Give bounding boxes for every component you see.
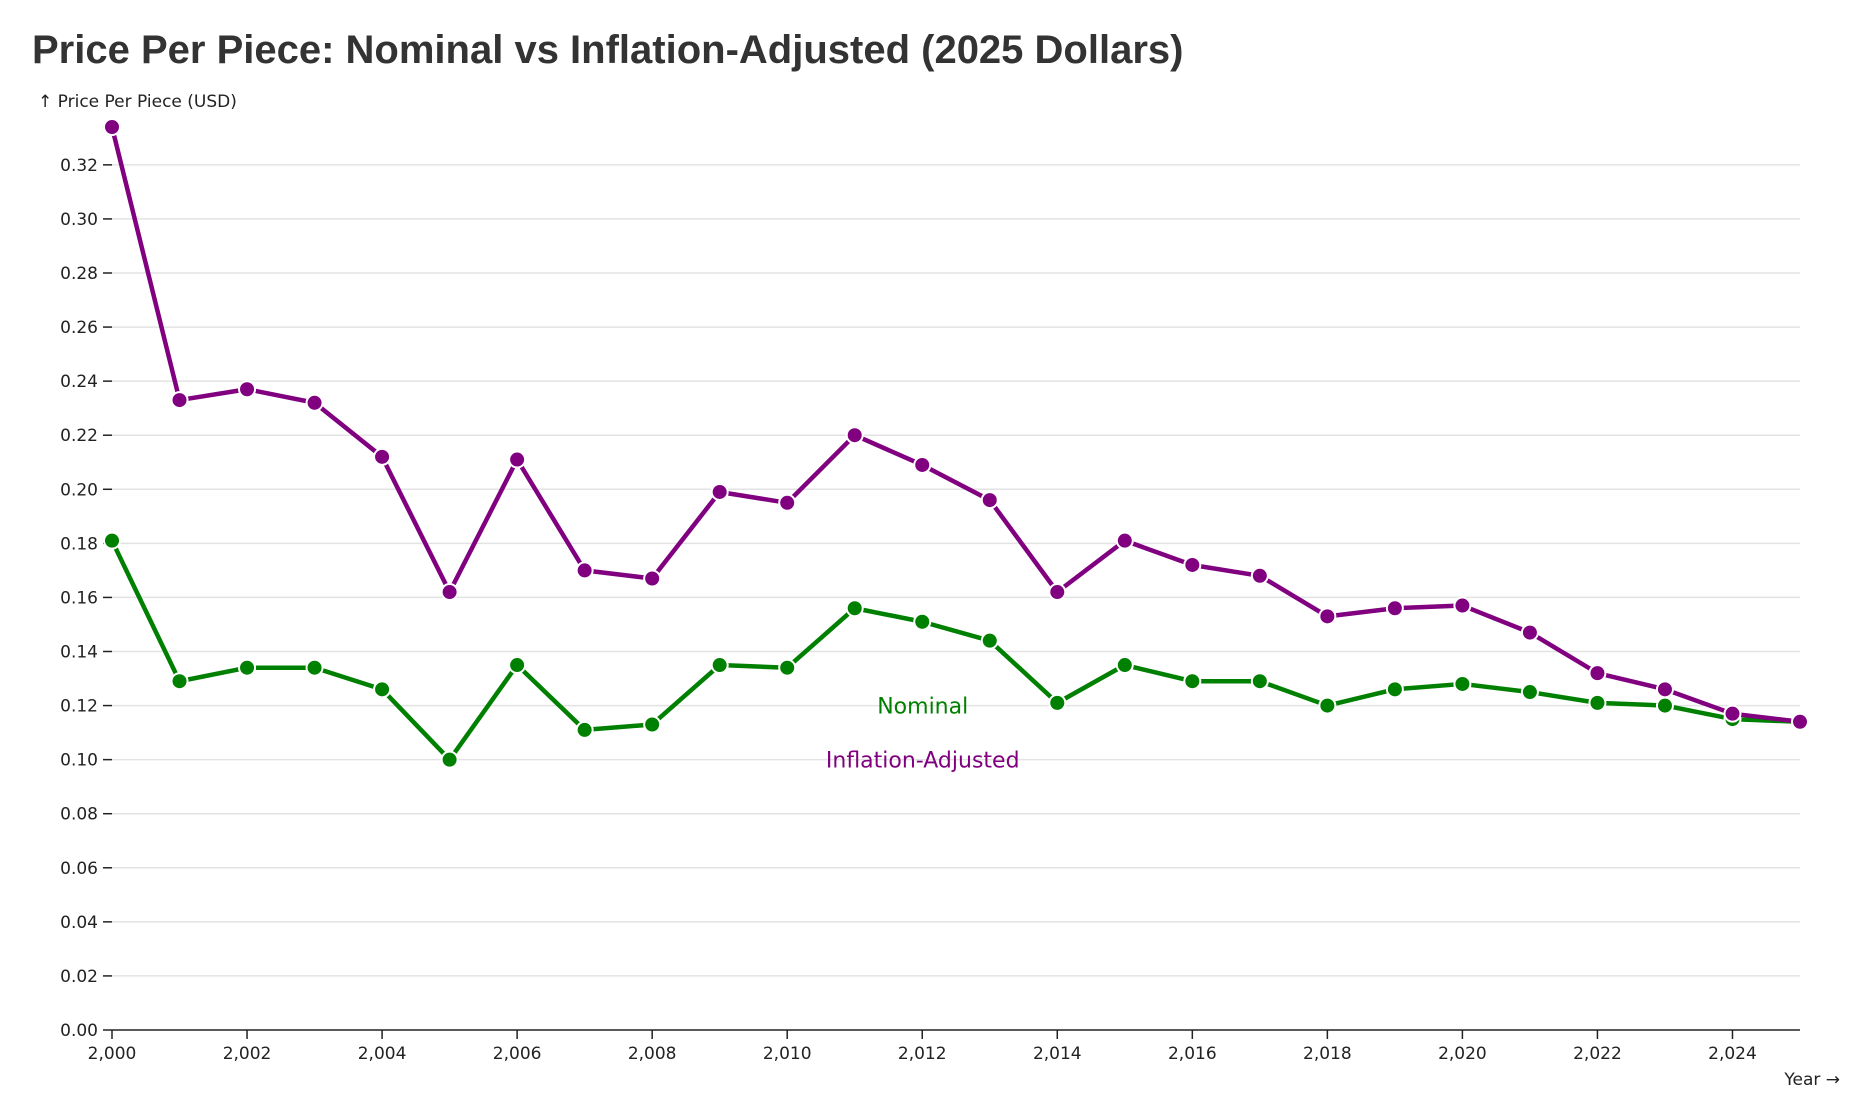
data-point-inflation-adjusted xyxy=(845,426,864,445)
series-line-inflation-adjusted xyxy=(109,124,1803,725)
data-point-nominal xyxy=(845,599,864,618)
grid-lines xyxy=(112,164,1800,977)
y-tick-label: 0.28 xyxy=(60,264,98,284)
y-tick-label: 0.26 xyxy=(60,318,98,338)
y-axis-label: ↑ Price Per Piece (USD) xyxy=(38,92,237,112)
y-tick-label: 0.06 xyxy=(60,859,98,879)
data-point-nominal xyxy=(440,750,459,769)
data-point-inflation-adjusted xyxy=(710,482,729,501)
data-point-nominal xyxy=(980,631,999,650)
data-point-inflation-adjusted xyxy=(1588,664,1607,683)
data-point-nominal xyxy=(913,612,932,631)
x-tick-label: 2,022 xyxy=(1573,1044,1622,1064)
data-point-inflation-adjusted xyxy=(913,455,932,474)
y-tick-label: 0.20 xyxy=(60,480,98,500)
data-point-nominal xyxy=(1115,656,1134,675)
x-tick-label: 2,012 xyxy=(898,1044,947,1064)
x-tick-label: 2,018 xyxy=(1303,1044,1352,1064)
data-point-inflation-adjusted xyxy=(238,380,257,399)
data-point-nominal xyxy=(643,715,662,734)
x-tick-label: 2,010 xyxy=(763,1044,812,1064)
data-point-inflation-adjusted xyxy=(1250,566,1269,585)
data-point-inflation-adjusted xyxy=(778,493,797,512)
x-tick-label: 2,024 xyxy=(1708,1044,1757,1064)
data-point-inflation-adjusted xyxy=(980,491,999,510)
y-tick-label: 0.24 xyxy=(60,372,98,392)
y-tick-label: 0.18 xyxy=(60,534,98,554)
series-inflation-adjusted xyxy=(103,118,1809,731)
series-label-inflation-adjusted: Inflation-Adjusted xyxy=(826,749,1020,774)
x-tick-label: 2,006 xyxy=(493,1044,542,1064)
data-point-inflation-adjusted xyxy=(1791,712,1809,731)
series-line-nominal xyxy=(109,538,1803,762)
x-tick-label: 2,016 xyxy=(1168,1044,1217,1064)
y-tick-label: 0.22 xyxy=(60,426,98,446)
y-tick-label: 0.14 xyxy=(60,642,98,662)
data-point-inflation-adjusted xyxy=(508,450,527,469)
data-point-inflation-adjusted xyxy=(575,561,594,580)
series-label-nominal: Nominal xyxy=(877,695,968,720)
data-point-inflation-adjusted xyxy=(1048,583,1067,602)
data-point-inflation-adjusted xyxy=(440,583,459,602)
data-point-nominal xyxy=(778,658,797,677)
data-point-inflation-adjusted xyxy=(305,393,324,412)
series-group xyxy=(103,118,1809,769)
y-tick-label: 0.10 xyxy=(60,751,98,771)
y-tick-label: 0.32 xyxy=(60,156,98,176)
x-tick-label: 2,002 xyxy=(223,1044,272,1064)
x-tick-label: 2,000 xyxy=(88,1044,137,1064)
x-tick-label: 2,020 xyxy=(1438,1044,1487,1064)
data-point-inflation-adjusted xyxy=(373,447,392,466)
data-point-inflation-adjusted xyxy=(1318,607,1337,626)
data-point-inflation-adjusted xyxy=(1385,599,1404,618)
x-tick-label: 2,004 xyxy=(358,1044,407,1064)
data-point-inflation-adjusted xyxy=(1453,596,1472,615)
x-tick-label: 2,014 xyxy=(1033,1044,1082,1064)
x-tick-label: 2,008 xyxy=(628,1044,677,1064)
data-point-inflation-adjusted xyxy=(1115,531,1134,550)
data-point-inflation-adjusted xyxy=(1520,623,1539,642)
data-point-nominal xyxy=(1520,683,1539,702)
data-point-nominal xyxy=(1385,680,1404,699)
y-tick-label: 0.04 xyxy=(60,913,98,933)
data-point-nominal xyxy=(1318,696,1337,715)
data-point-nominal xyxy=(508,656,527,675)
data-point-nominal xyxy=(575,720,594,739)
data-point-nominal xyxy=(103,531,121,550)
data-point-nominal xyxy=(1048,693,1067,712)
y-tick-label: 0.16 xyxy=(60,588,98,608)
data-point-nominal xyxy=(1588,693,1607,712)
data-point-nominal xyxy=(238,658,257,677)
data-point-inflation-adjusted xyxy=(1723,704,1742,723)
data-point-nominal xyxy=(373,680,392,699)
series-labels: Nominal Inflation-Adjusted xyxy=(826,695,1020,774)
y-tick-label: 0.12 xyxy=(60,697,98,717)
data-point-nominal xyxy=(1250,672,1269,691)
data-point-inflation-adjusted xyxy=(103,118,121,136)
x-axis-label: Year → xyxy=(1783,1070,1840,1090)
axes: 0.00 0.02 0.04 0.06 0.08 0.10 0.12 0.14 0.16 0.18… xyxy=(60,156,1800,1064)
data-point-nominal xyxy=(170,672,189,691)
data-point-inflation-adjusted xyxy=(643,569,662,588)
series-nominal xyxy=(103,531,1809,769)
data-point-nominal xyxy=(1655,696,1674,715)
y-tick-label: 0.08 xyxy=(60,805,98,825)
data-point-inflation-adjusted xyxy=(1183,555,1202,574)
y-tick-label: 0.02 xyxy=(60,967,98,987)
data-point-inflation-adjusted xyxy=(1655,680,1674,699)
data-point-nominal xyxy=(1183,672,1202,691)
data-point-nominal xyxy=(1453,674,1472,693)
chart-title: Price Per Piece: Nominal vs Inflation-Ad… xyxy=(32,28,1184,72)
y-tick-label: 0.30 xyxy=(60,210,98,230)
data-point-nominal xyxy=(710,656,729,675)
y-tick-label: 0.00 xyxy=(60,1021,98,1041)
data-point-inflation-adjusted xyxy=(170,391,189,410)
data-point-nominal xyxy=(305,658,324,677)
